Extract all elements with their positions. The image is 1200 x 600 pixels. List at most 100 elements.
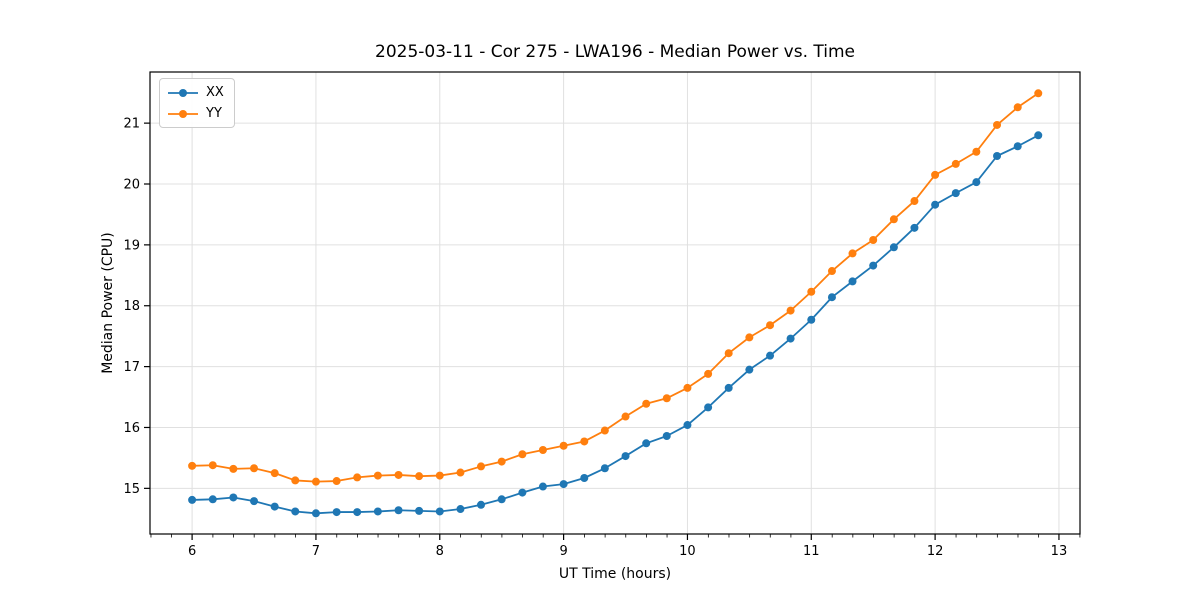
series-yy-marker xyxy=(477,462,486,471)
series-yy-marker xyxy=(642,399,651,408)
y-axis-label: Median Power (CPU) xyxy=(100,232,116,374)
series-yy-marker xyxy=(538,446,547,454)
series-xx-marker xyxy=(373,507,382,516)
series-xx-marker xyxy=(435,507,444,516)
series-xx-marker xyxy=(993,152,1002,160)
series-xx-marker xyxy=(766,351,775,360)
series-xx-marker xyxy=(910,223,919,232)
chart-title: 2025-03-11 - Cor 275 - LWA196 - Median P… xyxy=(375,42,855,62)
legend-label: XX xyxy=(206,85,224,100)
series-xx-marker xyxy=(621,452,630,461)
legend-line-marker-icon xyxy=(168,109,198,118)
series-yy-marker xyxy=(250,464,259,473)
series-xx-marker xyxy=(208,495,217,504)
series-xx-marker xyxy=(972,178,981,187)
series-yy-marker xyxy=(229,464,238,473)
series-xx-marker xyxy=(704,403,713,412)
series-xx-marker xyxy=(188,495,197,504)
series-yy-marker xyxy=(518,450,527,459)
series-xx-marker xyxy=(807,315,816,324)
series-yy-marker xyxy=(456,468,465,477)
series-yy-marker xyxy=(580,437,589,446)
legend: XX YY xyxy=(159,78,235,128)
series-yy-marker xyxy=(724,349,733,358)
series-xx-marker xyxy=(291,507,300,516)
series-xx-marker xyxy=(951,189,960,198)
series-yy-marker xyxy=(827,267,836,276)
series-yy-marker xyxy=(559,441,568,450)
x-tick-label: 12 xyxy=(927,544,944,559)
y-tick-label: 15 xyxy=(123,482,140,497)
series-xx-marker xyxy=(848,277,857,286)
series-yy-marker xyxy=(807,287,816,296)
x-axis-label: UT Time (hours) xyxy=(559,566,671,582)
x-tick-label: 8 xyxy=(436,544,444,559)
series-xx-marker xyxy=(497,495,506,504)
series-yy-marker xyxy=(353,473,362,482)
legend-item-xx: XX xyxy=(167,83,224,102)
plot-frame xyxy=(149,71,1081,535)
series-yy-marker xyxy=(931,170,940,179)
series-yy-marker xyxy=(270,469,279,478)
series-yy-marker xyxy=(415,472,424,481)
data-series xyxy=(188,89,1043,518)
grid-lines xyxy=(150,72,1080,534)
series-xx-marker xyxy=(559,480,568,489)
series-yy-marker xyxy=(848,249,857,258)
series-yy-marker xyxy=(766,321,775,330)
series-yy-marker xyxy=(745,333,754,342)
series-xx-marker xyxy=(600,464,609,473)
series-yy-marker xyxy=(332,477,341,486)
series-yy-marker xyxy=(869,236,878,244)
x-tick-label: 13 xyxy=(1051,544,1068,559)
series-yy-line xyxy=(192,92,1039,483)
tick-labels: 6 7 8 9 10 11 12 13 15 16 17 18 19 20 21 xyxy=(123,117,1067,559)
series-xx-marker xyxy=(662,432,671,440)
y-tick-label: 21 xyxy=(123,117,140,132)
series-yy-marker xyxy=(394,470,403,479)
legend-marker-sample xyxy=(179,109,187,118)
series-xx-marker xyxy=(394,506,403,515)
x-tick-label: 11 xyxy=(803,544,820,559)
series-yy-marker xyxy=(1034,89,1043,98)
series-xx-marker xyxy=(642,439,651,448)
series-yy-marker xyxy=(600,426,609,435)
series-yy-marker xyxy=(889,215,898,224)
series-xx-marker xyxy=(1034,131,1043,140)
series-yy-marker xyxy=(311,477,320,486)
series-yy-marker xyxy=(291,476,300,485)
series-xx-marker xyxy=(415,506,424,515)
series-yy-marker xyxy=(435,471,444,480)
series-xx-marker xyxy=(1013,142,1022,151)
y-tick-label: 19 xyxy=(123,238,140,253)
legend-line-marker-icon xyxy=(168,88,198,97)
x-tick-label: 9 xyxy=(559,544,567,559)
series-xx-marker xyxy=(477,500,486,509)
series-yy-marker xyxy=(910,197,919,206)
series-yy-marker xyxy=(683,383,692,392)
x-tick-label: 6 xyxy=(188,544,196,559)
series-yy-marker xyxy=(951,159,960,168)
series-yy xyxy=(188,89,1043,486)
series-xx-marker xyxy=(931,200,940,209)
y-tick-label: 20 xyxy=(123,178,140,193)
series-xx-marker xyxy=(538,482,547,491)
series-yy-marker xyxy=(662,394,671,403)
series-xx-marker xyxy=(311,509,320,518)
series-xx-marker xyxy=(270,502,279,511)
series-xx xyxy=(188,131,1043,518)
series-xx-marker xyxy=(229,493,238,502)
series-yy-marker xyxy=(786,306,795,315)
series-xx-marker xyxy=(869,261,878,270)
y-tick-label: 17 xyxy=(123,360,140,375)
x-tick-label: 10 xyxy=(679,544,696,559)
series-xx-marker xyxy=(580,474,589,482)
legend-label: YY xyxy=(206,106,222,121)
y-tick-label: 18 xyxy=(123,299,140,314)
series-xx-marker xyxy=(889,243,898,252)
series-xx-marker xyxy=(786,334,795,343)
y-tick-label: 16 xyxy=(123,421,140,436)
x-tick-label: 7 xyxy=(312,544,320,559)
